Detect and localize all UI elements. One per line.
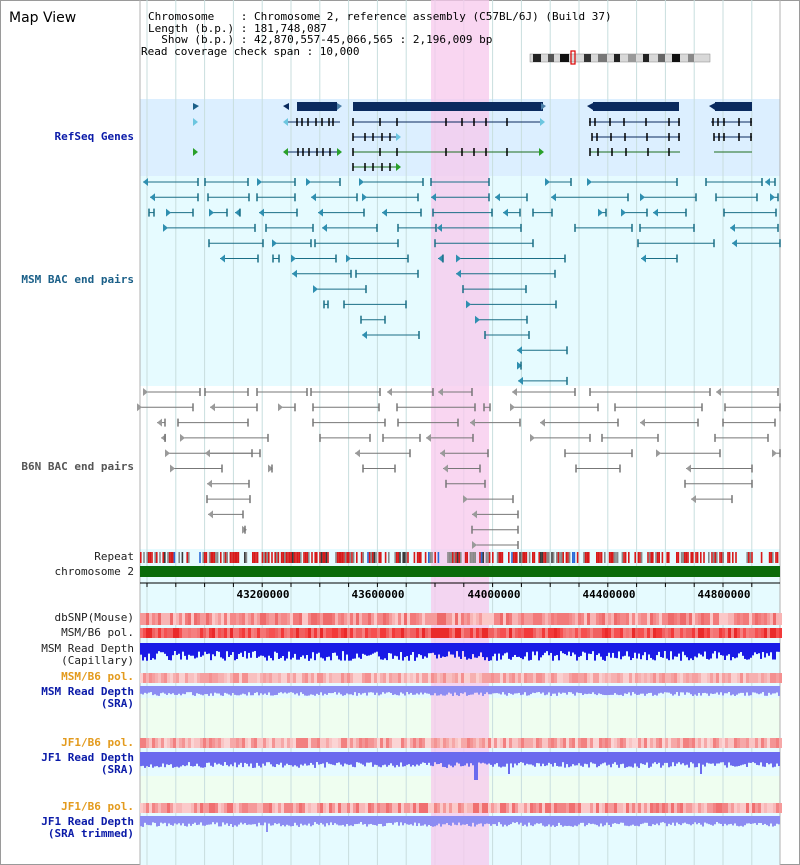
- axis-tick-label: 44400000: [582, 588, 636, 601]
- coverage-span-line: Read coverage check span : 10,000: [141, 44, 360, 58]
- track-label-jf1-depth-sra[interactable]: JF1 Read Depth (SRA): [41, 751, 134, 776]
- jf1-b6-pol-heatmap-1[interactable]: [140, 738, 782, 748]
- chromosome-info: Chromosome : Chromosome 2, reference ass…: [141, 10, 612, 57]
- track-label-msm-depth-capillary[interactable]: MSM Read Depth (Capillary): [41, 642, 134, 667]
- jf1-depth-sra-plot[interactable]: [140, 752, 780, 780]
- track-label-msm-depth-sra[interactable]: MSM Read Depth (SRA): [41, 685, 134, 710]
- msm-depth-capillary-plot[interactable]: [140, 643, 780, 661]
- track-label-msm-bac[interactable]: MSM BAC end pairs: [21, 273, 134, 286]
- track-label-jf1-b6-pol-2[interactable]: JF1/B6 pol.: [61, 800, 134, 813]
- jf1-b6-pol-heatmap-2[interactable]: [140, 803, 782, 813]
- dbsnp-heatmap[interactable]: [140, 613, 782, 625]
- chromosome-line: Chromosome : Chromosome 2, reference ass…: [148, 10, 612, 23]
- chromosome-ideogram[interactable]: [529, 50, 711, 65]
- b6n-bac-end-pairs-track[interactable]: [137, 388, 781, 549]
- chromosome-bar[interactable]: [140, 566, 780, 577]
- msm-bac-end-pairs-track[interactable]: [143, 178, 781, 385]
- axis-tick-label: 43600000: [351, 588, 405, 601]
- axis-tick-label: 44000000: [467, 588, 521, 601]
- msm-depth-sra-plot[interactable]: [140, 686, 780, 696]
- jf1-depth-sra-trimmed-plot[interactable]: [140, 816, 780, 832]
- track-label-b6n-bac[interactable]: B6N BAC end pairs: [21, 460, 134, 473]
- track-label-jf1-b6-pol-1[interactable]: JF1/B6 pol.: [61, 736, 134, 749]
- ideogram-position-marker: [570, 50, 576, 65]
- repeat-track[interactable]: [140, 552, 779, 563]
- axis-tick-label: 43200000: [236, 588, 290, 601]
- track-label-refseq[interactable]: RefSeq Genes: [54, 130, 134, 143]
- axis-tick-label: 44800000: [697, 588, 751, 601]
- axis-tick-marks: [146, 583, 753, 587]
- panel-title: Map View: [9, 10, 77, 26]
- track-label-chromosome[interactable]: chromosome 2: [54, 565, 134, 578]
- refseq-genes-track[interactable]: [193, 102, 752, 171]
- msm-b6-pol-heatmap-1[interactable]: [140, 628, 782, 638]
- length-line: Length (b.p.) : 181,748,087: [148, 21, 327, 35]
- show-range-line: Show (b.p.) : 42,870,557-45,066,565 : 2,…: [148, 33, 493, 46]
- highlight-region[interactable]: [431, 0, 489, 865]
- msm-b6-pol-heatmap-2[interactable]: [140, 673, 782, 683]
- track-label-jf1-depth-trimmed[interactable]: JF1 Read Depth (SRA trimmed): [41, 815, 134, 840]
- track-label-msm-b6-pol-2[interactable]: MSM/B6 pol.: [61, 670, 134, 683]
- track-label-repeat[interactable]: Repeat: [94, 550, 134, 563]
- track-label-dbsnp[interactable]: dbSNP(Mouse): [54, 611, 134, 624]
- track-label-msm-b6-pol-1[interactable]: MSM/B6 pol.: [61, 626, 134, 639]
